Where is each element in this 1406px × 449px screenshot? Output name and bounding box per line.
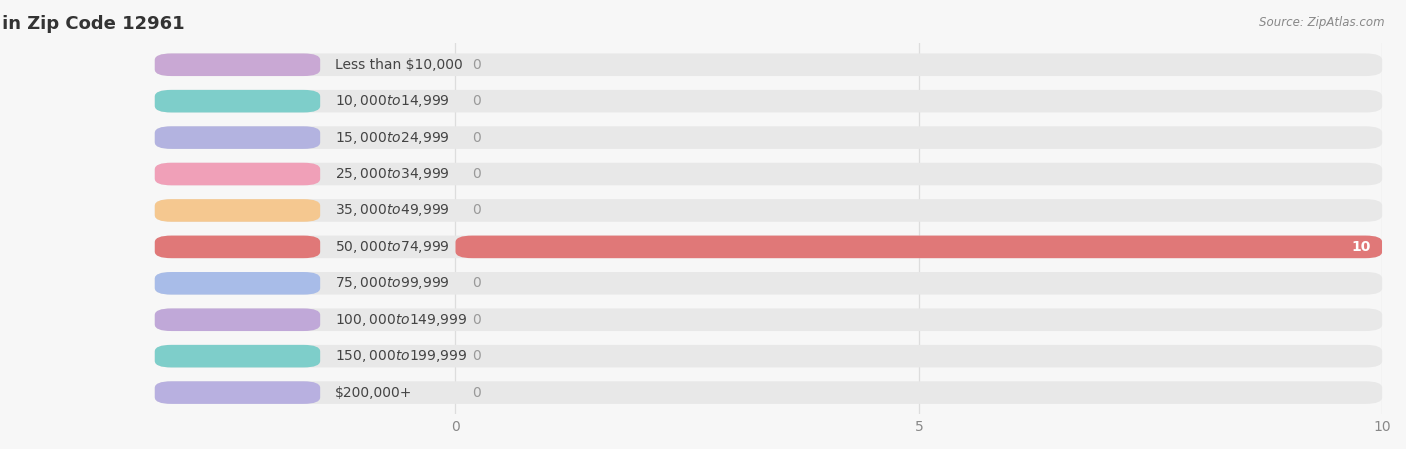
Text: 0: 0: [472, 386, 481, 400]
FancyBboxPatch shape: [155, 381, 321, 404]
FancyBboxPatch shape: [155, 236, 321, 258]
Text: 10: 10: [1351, 240, 1371, 254]
FancyBboxPatch shape: [155, 199, 1382, 222]
Text: 0: 0: [472, 203, 481, 217]
FancyBboxPatch shape: [155, 272, 321, 295]
Text: $35,000 to $49,999: $35,000 to $49,999: [335, 202, 450, 219]
FancyBboxPatch shape: [155, 381, 1382, 404]
FancyBboxPatch shape: [155, 126, 321, 149]
FancyBboxPatch shape: [155, 272, 1382, 295]
Text: Source: ZipAtlas.com: Source: ZipAtlas.com: [1260, 16, 1385, 29]
FancyBboxPatch shape: [155, 90, 1382, 112]
Text: $25,000 to $34,999: $25,000 to $34,999: [335, 166, 450, 182]
FancyBboxPatch shape: [155, 163, 321, 185]
Text: $200,000+: $200,000+: [335, 386, 412, 400]
FancyBboxPatch shape: [155, 163, 1382, 185]
Text: 0: 0: [472, 349, 481, 363]
Text: $75,000 to $99,999: $75,000 to $99,999: [335, 275, 450, 291]
Text: 0: 0: [472, 131, 481, 145]
FancyBboxPatch shape: [155, 53, 321, 76]
Text: Less than $10,000: Less than $10,000: [335, 58, 463, 72]
FancyBboxPatch shape: [155, 308, 321, 331]
FancyBboxPatch shape: [456, 236, 1382, 258]
Text: 0: 0: [472, 313, 481, 327]
Text: $50,000 to $74,999: $50,000 to $74,999: [335, 239, 450, 255]
Text: Family Income Brackets in Zip Code 12961: Family Income Brackets in Zip Code 12961: [0, 15, 186, 33]
FancyBboxPatch shape: [155, 345, 321, 367]
Text: 0: 0: [472, 58, 481, 72]
Text: $15,000 to $24,999: $15,000 to $24,999: [335, 130, 450, 145]
FancyBboxPatch shape: [155, 199, 321, 222]
Text: $10,000 to $14,999: $10,000 to $14,999: [335, 93, 450, 109]
FancyBboxPatch shape: [155, 236, 1382, 258]
Text: 0: 0: [472, 94, 481, 108]
Text: $150,000 to $199,999: $150,000 to $199,999: [335, 348, 468, 364]
FancyBboxPatch shape: [155, 345, 1382, 367]
Text: $100,000 to $149,999: $100,000 to $149,999: [335, 312, 468, 328]
FancyBboxPatch shape: [155, 53, 1382, 76]
FancyBboxPatch shape: [155, 90, 321, 112]
FancyBboxPatch shape: [155, 126, 1382, 149]
Text: 0: 0: [472, 167, 481, 181]
FancyBboxPatch shape: [155, 308, 1382, 331]
Text: 0: 0: [472, 276, 481, 291]
